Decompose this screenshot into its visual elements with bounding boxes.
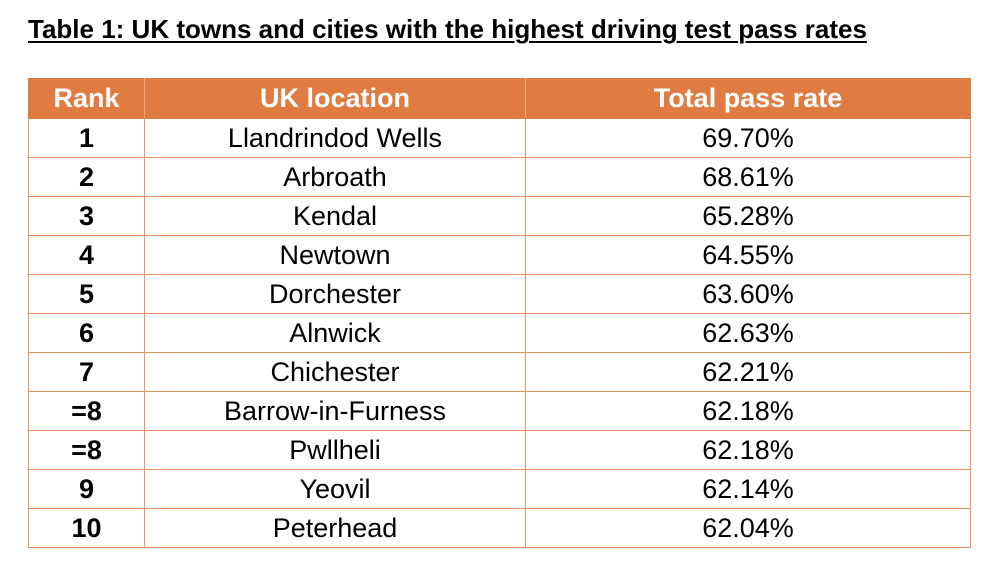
rank-cell: =8	[28, 391, 145, 431]
header-pass-rate: Total pass rate	[525, 78, 971, 119]
pass-rate-cell: 62.63%	[525, 313, 971, 353]
pass-rate-cell: 62.04%	[525, 508, 971, 548]
pass-rates-table: Rank UK location Total pass rate 1 Lland…	[28, 78, 971, 548]
table-row: 6 Alnwick 62.63%	[28, 313, 971, 353]
rank-cell: 2	[28, 157, 145, 197]
table-row: 2 Arbroath 68.61%	[28, 157, 971, 197]
table-row: 1 Llandrindod Wells 69.70%	[28, 118, 971, 158]
rank-cell: 3	[28, 196, 145, 236]
rank-cell: 1	[28, 118, 145, 158]
location-cell: Barrow-in-Furness	[144, 391, 526, 431]
location-cell: Newtown	[144, 235, 526, 275]
location-cell: Llandrindod Wells	[144, 118, 526, 158]
location-cell: Chichester	[144, 352, 526, 392]
table-row: 10 Peterhead 62.04%	[28, 508, 971, 548]
rank-cell: 5	[28, 274, 145, 314]
pass-rate-cell: 69.70%	[525, 118, 971, 158]
header-rank: Rank	[28, 78, 145, 119]
location-cell: Pwllheli	[144, 430, 526, 470]
pass-rate-cell: 65.28%	[525, 196, 971, 236]
pass-rate-cell: 62.21%	[525, 352, 971, 392]
table-row: 3 Kendal 65.28%	[28, 196, 971, 236]
rank-cell: 4	[28, 235, 145, 275]
pass-rate-cell: 62.18%	[525, 430, 971, 470]
location-cell: Alnwick	[144, 313, 526, 353]
pass-rate-cell: 63.60%	[525, 274, 971, 314]
table-header: Rank UK location Total pass rate	[28, 78, 971, 119]
rank-cell: 6	[28, 313, 145, 353]
rank-cell: =8	[28, 430, 145, 470]
table-row: 9 Yeovil 62.14%	[28, 469, 971, 509]
rank-cell: 9	[28, 469, 145, 509]
header-location: UK location	[144, 78, 526, 119]
location-cell: Kendal	[144, 196, 526, 236]
location-cell: Dorchester	[144, 274, 526, 314]
location-cell: Peterhead	[144, 508, 526, 548]
pass-rate-cell: 64.55%	[525, 235, 971, 275]
pass-rate-cell: 62.14%	[525, 469, 971, 509]
pass-rate-cell: 62.18%	[525, 391, 971, 431]
location-cell: Arbroath	[144, 157, 526, 197]
table-caption: Table 1: UK towns and cities with the hi…	[28, 14, 867, 44]
rank-cell: 7	[28, 352, 145, 392]
pass-rate-cell: 68.61%	[525, 157, 971, 197]
table-row: =8 Barrow-in-Furness 62.18%	[28, 391, 971, 431]
location-cell: Yeovil	[144, 469, 526, 509]
table-row: =8 Pwllheli 62.18%	[28, 430, 971, 470]
rank-cell: 10	[28, 508, 145, 548]
table-row: 7 Chichester 62.21%	[28, 352, 971, 392]
table-row: 4 Newtown 64.55%	[28, 235, 971, 275]
table-body: 1 Llandrindod Wells 69.70% 2 Arbroath 68…	[28, 118, 971, 548]
table-row: 5 Dorchester 63.60%	[28, 274, 971, 314]
header-row: Rank UK location Total pass rate	[28, 78, 971, 119]
